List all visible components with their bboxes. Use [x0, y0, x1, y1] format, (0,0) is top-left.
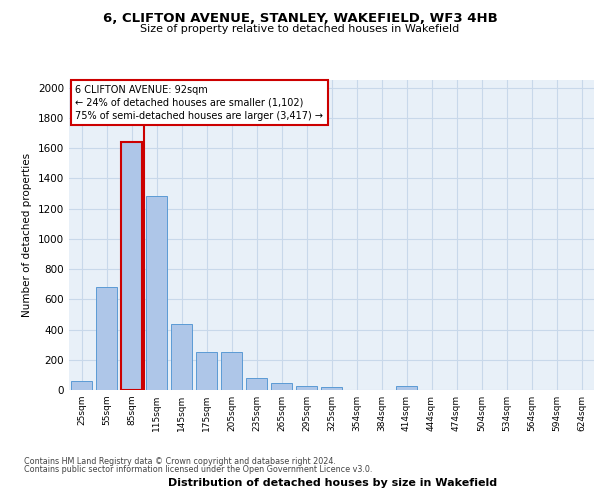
Text: 6, CLIFTON AVENUE, STANLEY, WAKEFIELD, WF3 4HB: 6, CLIFTON AVENUE, STANLEY, WAKEFIELD, W… [103, 12, 497, 26]
Bar [221, 352, 242, 390]
Bar [271, 383, 292, 390]
Bar [171, 324, 192, 390]
Text: Distribution of detached houses by size in Wakefield: Distribution of detached houses by size … [169, 478, 497, 488]
Bar [146, 196, 167, 390]
Bar [71, 381, 92, 390]
Bar [396, 386, 417, 390]
Text: Contains HM Land Registry data © Crown copyright and database right 2024.: Contains HM Land Registry data © Crown c… [24, 457, 336, 466]
Bar [121, 142, 142, 390]
Text: 6 CLIFTON AVENUE: 92sqm
← 24% of detached houses are smaller (1,102)
75% of semi: 6 CLIFTON AVENUE: 92sqm ← 24% of detache… [76, 84, 323, 121]
Text: Size of property relative to detached houses in Wakefield: Size of property relative to detached ho… [140, 24, 460, 34]
Bar [321, 386, 342, 390]
Bar [296, 386, 317, 390]
Bar [196, 352, 217, 390]
Text: Contains public sector information licensed under the Open Government Licence v3: Contains public sector information licen… [24, 465, 373, 474]
Bar [96, 287, 117, 390]
Y-axis label: Number of detached properties: Number of detached properties [22, 153, 32, 317]
Bar [246, 378, 267, 390]
